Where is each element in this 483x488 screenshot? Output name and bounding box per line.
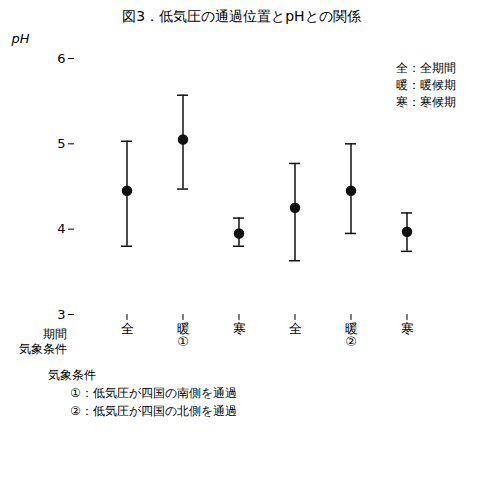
html-text:気象条件: 気象条件 bbox=[48, 368, 96, 382]
svg-text:期間気象条件: 期間気象条件 bbox=[19, 327, 67, 357]
html-text:図3．低気圧の通過位置とpHとの関係: 図3．低気圧の通過位置とpHとの関係 bbox=[122, 8, 361, 24]
svg-text:5: 5 bbox=[57, 136, 65, 151]
html-text:①：低気圧が四国の南側を通過: ①：低気圧が四国の南側を通過 bbox=[70, 386, 237, 400]
svg-text:暖①: 暖① bbox=[177, 321, 190, 349]
svg-text:全：全期間暖：暖候期寒：寒候期: 全：全期間暖：暖候期寒：寒候期 bbox=[396, 61, 456, 109]
svg-text:4: 4 bbox=[57, 221, 65, 236]
svg-text:6: 6 bbox=[57, 51, 65, 66]
svg-text:全: 全 bbox=[121, 321, 134, 336]
svg-text:3: 3 bbox=[57, 307, 65, 322]
svg-text:pH: pH bbox=[11, 31, 30, 46]
svg-text:寒: 寒 bbox=[233, 321, 246, 336]
svg-text:全: 全 bbox=[289, 321, 302, 336]
svg-text:寒: 寒 bbox=[401, 321, 414, 336]
html-text:②：低気圧が四国の北側を通過: ②：低気圧が四国の北側を通過 bbox=[70, 404, 237, 418]
svg-text:暖②: 暖② bbox=[345, 321, 358, 349]
